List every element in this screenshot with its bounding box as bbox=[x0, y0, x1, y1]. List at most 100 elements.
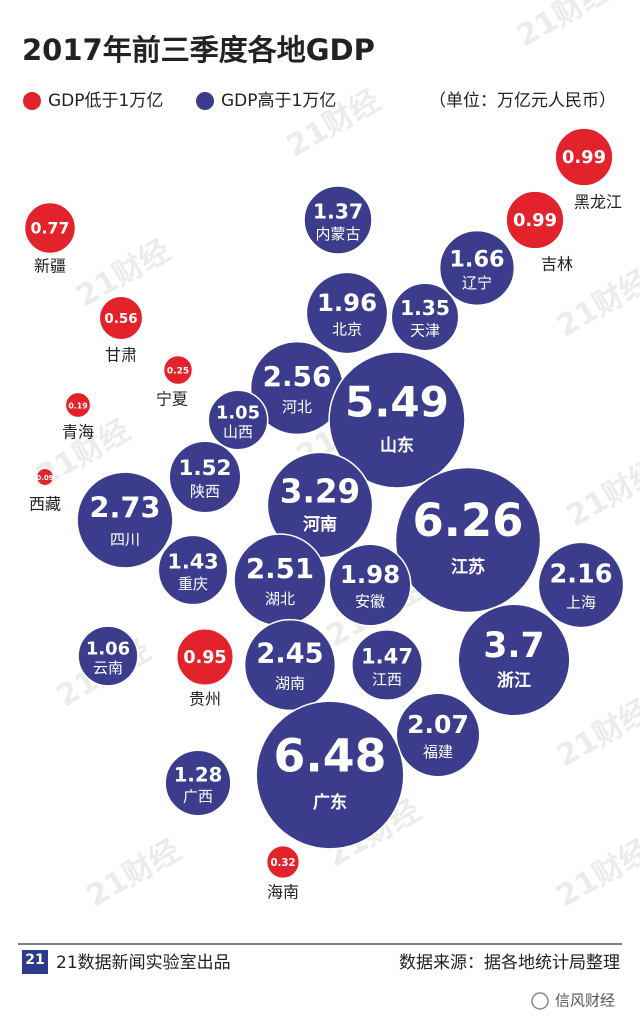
region-label: 安徽 bbox=[355, 593, 385, 611]
region-label: 甘肃 bbox=[105, 346, 137, 365]
bubble bbox=[265, 844, 301, 880]
value-label: 0.99 bbox=[513, 210, 557, 231]
value-label: 0.56 bbox=[104, 312, 137, 327]
bubble bbox=[164, 749, 232, 817]
region-label: 四川 bbox=[110, 531, 140, 549]
value-label: 0.25 bbox=[167, 367, 189, 377]
value-label: 0.95 bbox=[183, 648, 226, 668]
region-label: 福建 bbox=[423, 743, 453, 761]
bubble bbox=[175, 627, 235, 687]
bubble bbox=[98, 295, 144, 341]
bubble bbox=[554, 127, 614, 187]
logo-box bbox=[22, 950, 48, 974]
bubble bbox=[255, 700, 405, 850]
bubble bbox=[76, 471, 174, 569]
bubble bbox=[157, 534, 229, 606]
region-label: 云南 bbox=[93, 659, 123, 677]
value-label: 1.37 bbox=[313, 200, 363, 224]
value-label: 3.7 bbox=[483, 626, 544, 666]
bubble bbox=[390, 282, 460, 352]
chart-title: 2017年前三季度各地GDP bbox=[22, 33, 375, 67]
credit: 21数据新闻实验室出品 bbox=[56, 953, 231, 973]
bubble bbox=[394, 466, 542, 614]
region-label: 天津 bbox=[410, 322, 440, 340]
value-label: 1.66 bbox=[449, 246, 504, 272]
value-label: 1.28 bbox=[174, 763, 223, 786]
value-label: 0.09 bbox=[36, 474, 53, 482]
region-label: 湖北 bbox=[265, 590, 295, 608]
region-label: 江西 bbox=[372, 670, 402, 688]
value-label: 3.29 bbox=[280, 472, 360, 510]
bubble bbox=[328, 543, 412, 627]
bubble bbox=[505, 190, 565, 250]
region-label: 吉林 bbox=[541, 255, 573, 274]
region-label: 西藏 bbox=[29, 495, 61, 514]
value-label: 2.45 bbox=[256, 639, 323, 670]
legend-label: GDP高于1万亿 bbox=[221, 91, 336, 111]
value-label: 0.77 bbox=[31, 219, 70, 238]
value-label: 1.96 bbox=[317, 288, 377, 317]
value-label: 0.19 bbox=[68, 402, 87, 411]
legend-marker bbox=[23, 92, 41, 110]
value-label: 5.49 bbox=[345, 378, 449, 427]
value-label: 6.48 bbox=[274, 729, 387, 782]
bubble bbox=[328, 351, 466, 489]
value-label: 0.32 bbox=[270, 858, 295, 869]
legend-marker bbox=[196, 92, 214, 110]
region-label: 北京 bbox=[332, 321, 362, 339]
unit-note: （单位：万亿元人民币） bbox=[429, 91, 616, 111]
region-label: 浙江 bbox=[497, 670, 531, 691]
value-label: 6.26 bbox=[413, 494, 524, 547]
logo: 21 bbox=[25, 952, 44, 968]
region-label: 辽宁 bbox=[462, 274, 492, 292]
value-label: 1.06 bbox=[86, 638, 130, 659]
bubble bbox=[303, 185, 373, 255]
region-label: 广东 bbox=[313, 792, 347, 813]
bubble bbox=[77, 625, 139, 687]
region-label: 河北 bbox=[282, 398, 312, 416]
region-label: 上海 bbox=[566, 593, 596, 611]
bubble bbox=[64, 391, 92, 419]
source: 数据来源：据各地统计局整理 bbox=[399, 953, 620, 973]
value-label: 1.05 bbox=[216, 402, 260, 423]
bubble bbox=[305, 271, 389, 355]
bubble bbox=[207, 389, 269, 451]
value-label: 2.73 bbox=[90, 490, 161, 524]
region-label: 江苏 bbox=[451, 557, 485, 578]
value-label: 1.35 bbox=[400, 296, 450, 320]
value-label: 2.07 bbox=[407, 710, 469, 739]
account: 信风财经 bbox=[555, 992, 615, 1010]
region-label: 山东 bbox=[380, 435, 414, 456]
region-label: 黑龙江 bbox=[574, 193, 622, 212]
account-icon bbox=[531, 992, 549, 1010]
bubble bbox=[457, 603, 571, 717]
value-label: 1.98 bbox=[340, 560, 400, 589]
region-label: 湖南 bbox=[275, 675, 305, 693]
value-label: 1.43 bbox=[167, 549, 218, 573]
plot: 0.77 新疆 0.56 甘肃 0.25 宁夏 0.19 青海 0.09 西藏 0.95 贵州 0.32… bbox=[23, 127, 625, 902]
value-label: 0.99 bbox=[562, 147, 606, 168]
value-label: 1.52 bbox=[179, 456, 232, 481]
value-label: 1.47 bbox=[361, 643, 413, 668]
value-label: 2.56 bbox=[263, 360, 332, 393]
region-label: 重庆 bbox=[178, 575, 208, 593]
region-label: 广西 bbox=[183, 787, 213, 805]
bubble bbox=[395, 692, 481, 778]
bubble bbox=[162, 354, 194, 386]
bubble bbox=[35, 467, 55, 487]
region-label: 青海 bbox=[62, 423, 94, 442]
region-label: 陕西 bbox=[190, 483, 220, 501]
region-label: 海南 bbox=[267, 883, 299, 902]
bubble bbox=[438, 229, 516, 307]
region-label: 河南 bbox=[303, 514, 337, 535]
region-label: 宁夏 bbox=[156, 390, 188, 409]
bubble bbox=[168, 440, 242, 514]
region-label: 山西 bbox=[223, 423, 253, 441]
bubble bbox=[537, 541, 625, 629]
bubble bbox=[23, 201, 77, 255]
bubble bbox=[351, 629, 423, 701]
region-label: 贵州 bbox=[189, 690, 221, 709]
legend-label: GDP低于1万亿 bbox=[48, 91, 163, 111]
value-label: 2.51 bbox=[246, 553, 314, 585]
